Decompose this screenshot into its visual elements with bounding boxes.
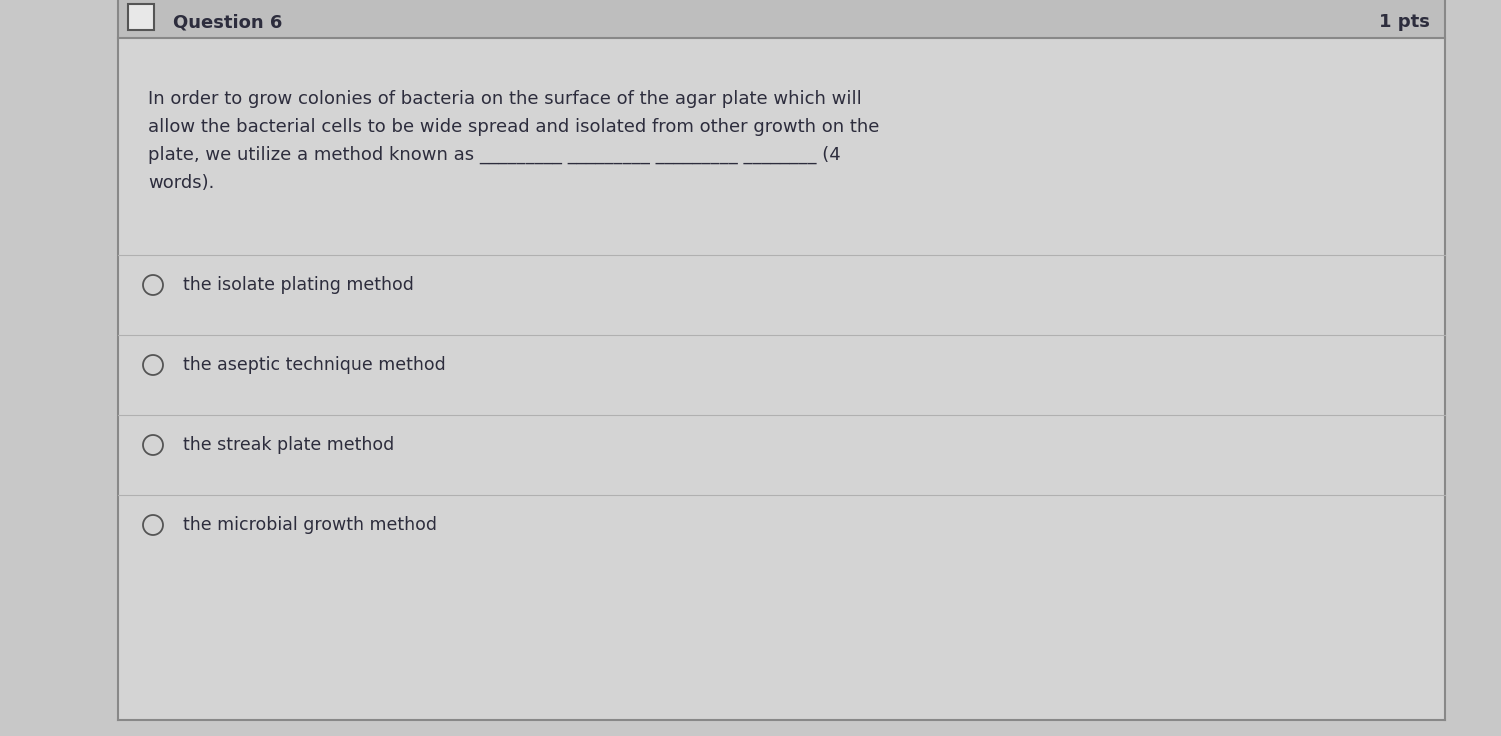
Text: allow the bacterial cells to be wide spread and isolated from other growth on th: allow the bacterial cells to be wide spr…: [149, 118, 880, 136]
Text: In order to grow colonies of bacteria on the surface of the agar plate which wil: In order to grow colonies of bacteria on…: [149, 90, 862, 108]
Text: words).: words).: [149, 174, 215, 192]
Bar: [119, 0, 1445, 38]
Text: 1 pts: 1 pts: [1379, 13, 1430, 31]
Bar: [128, 4, 155, 30]
Text: Question 6: Question 6: [173, 13, 282, 31]
Text: the isolate plating method: the isolate plating method: [183, 276, 414, 294]
Bar: [119, 38, 1445, 720]
Text: the aseptic technique method: the aseptic technique method: [183, 356, 446, 374]
Text: plate, we utilize a method known as _________ _________ _________ ________ (4: plate, we utilize a method known as ____…: [149, 146, 841, 164]
Text: the microbial growth method: the microbial growth method: [183, 516, 437, 534]
Text: the streak plate method: the streak plate method: [183, 436, 395, 454]
